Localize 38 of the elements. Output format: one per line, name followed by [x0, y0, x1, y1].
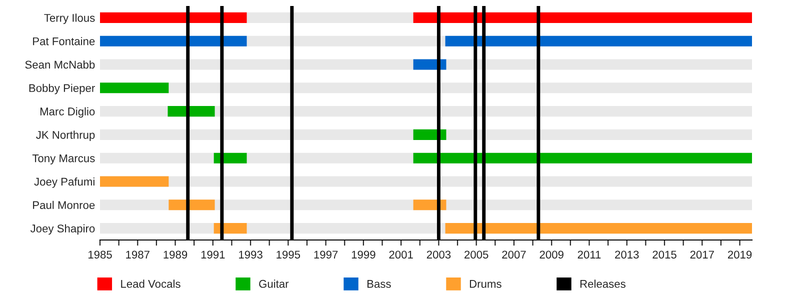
y-tick-label: Sean McNabb [25, 60, 95, 69]
y-tick-label: Tony Marcus [32, 154, 95, 164]
x-tick-label: 1995 [276, 250, 300, 259]
x-tick-label: 1989 [164, 250, 188, 259]
bar [168, 200, 215, 210]
x-tick-label: 1993 [239, 250, 262, 259]
legend-label: Guitar [259, 280, 289, 288]
bar [413, 59, 446, 70]
bar [168, 106, 215, 117]
y-tick-label: Joey Shapiro [30, 224, 95, 235]
y-tick-label: Terry Ilous [44, 14, 95, 24]
x-tick-label: 1999 [352, 250, 376, 259]
legend-label: Lead Vocals [121, 280, 180, 288]
x-tick-label: 2011 [578, 250, 601, 259]
x-tick-label: 2017 [690, 250, 714, 259]
x-tick-label: 1987 [126, 250, 150, 259]
y-tick-label: JK Northrup [36, 130, 95, 142]
y-tick-label: Marc Diglio [40, 107, 95, 118]
legend-label: Drums [470, 280, 502, 288]
y-tick-label: Paul Monroe [33, 200, 95, 210]
y-tick-label: Bobby Pieper [29, 84, 95, 94]
x-tick-label: 2005 [464, 250, 488, 259]
y-tick-label: Joey Pafumi [34, 177, 94, 188]
bar [100, 82, 169, 94]
x-tick-label: 2019 [728, 250, 752, 259]
x-tick-label: 1985 [88, 250, 112, 259]
x-tick-label: 2013 [615, 250, 639, 259]
legend-label: Bass [367, 280, 391, 288]
x-tick-label: 2015 [652, 250, 676, 259]
legend-label: Releases [580, 280, 626, 288]
x-tick-label: 2009 [540, 250, 564, 259]
x-tick-label: 2001 [389, 250, 413, 259]
x-tick-label: 1997 [314, 250, 338, 259]
bar [100, 176, 169, 187]
x-tick-label: 2007 [502, 250, 526, 259]
x-tick-label: 1991 [201, 250, 225, 259]
y-tick-label: Pat Fontaine [33, 37, 95, 46]
x-tick-label: 2003 [426, 250, 451, 259]
